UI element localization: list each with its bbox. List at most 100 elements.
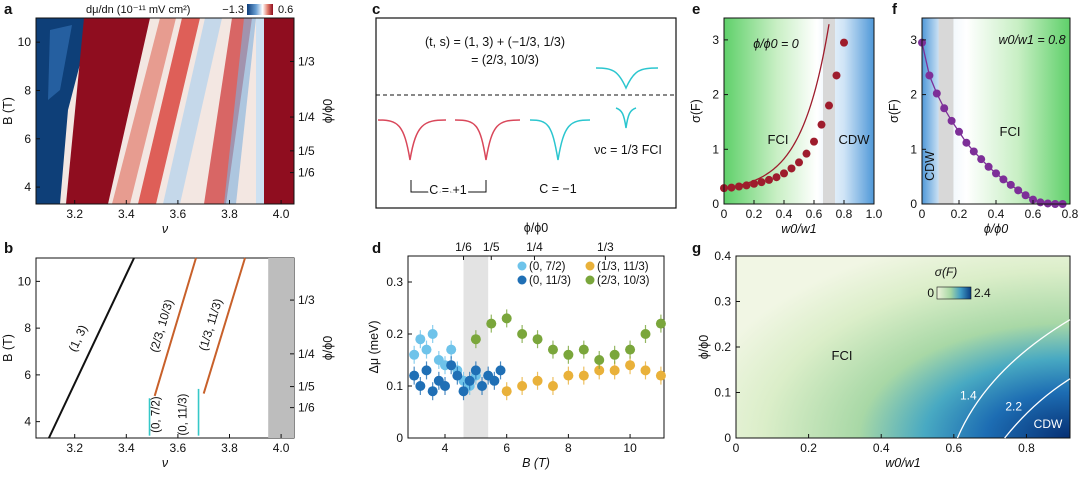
panel-b-right-tick-label: 1/6 (298, 401, 315, 415)
panel-d-point (415, 334, 426, 345)
panel-f-point (955, 127, 963, 136)
panel-g-xtick-label: 0.2 (800, 441, 817, 455)
panel-b-right-tick-label: 1/4 (298, 347, 315, 361)
panel-e-xtick-label: 0.2 (746, 207, 763, 221)
panel-e-point (817, 120, 826, 129)
panel-a-right-tick-label: 1/4 (298, 110, 315, 124)
panel-e-point (825, 101, 833, 110)
panel-d-point (594, 355, 605, 365)
panel-f-point (932, 89, 941, 98)
panel-g-colorbar-label: σ(F) (935, 265, 958, 279)
panel-f-point (1014, 186, 1023, 195)
panel-b-xtick-label: 3.6 (170, 441, 187, 455)
panel-f-point (962, 138, 971, 147)
panel-b-right-tick-label: 1/3 (298, 293, 315, 307)
panel-d-ytick-label: 0.1 (386, 379, 403, 393)
panel-b-right-tick-label: 1/5 (298, 380, 315, 394)
panel-e-region-left: FCI (768, 132, 789, 147)
panel-d-point (655, 370, 666, 381)
panel-f-plot (918, 17, 1071, 208)
panel-b-ytick-label: 8 (24, 321, 31, 335)
panel-d-legend-marker (585, 275, 595, 285)
panel-f-point (977, 155, 986, 164)
panel-g-colorbar-min: 0 (927, 286, 934, 300)
panel-d-point (470, 365, 481, 376)
equation-line-2: = (2/3, 10/3) (471, 53, 539, 67)
panel-d-legend-label: (0, 7/2) (529, 261, 566, 273)
panel-e-ytick-label: 0 (712, 197, 719, 211)
panel-d-top-label: ϕ/ϕ0 (524, 221, 548, 235)
panel-g-xtick-label: 0.4 (873, 441, 890, 455)
panel-a-axes: 3.2 3.4 3.6 3.8 4.0 4 6 8 10 ν B (T) 1/3 1/4 1/5 1/6 ϕ/… (1, 35, 335, 236)
panel-e-plot (720, 17, 875, 205)
panel-c-label: c (372, 1, 380, 18)
panel-d-ytick-label: 0.2 (386, 327, 403, 341)
panel-e-point (802, 149, 811, 158)
panel-f-point (940, 104, 949, 113)
panel-g-contour (1004, 378, 1071, 439)
panel-e-point (772, 173, 781, 182)
panel-b-bracket-label: (0, 11/3) (178, 393, 190, 435)
chern-bracket (410, 180, 487, 193)
panel-f-ytick-label: 1 (910, 142, 917, 156)
panel-d-point (655, 318, 666, 329)
panel-d-point (563, 370, 574, 381)
panel-g-ylabel: ϕ/ϕ0 (697, 335, 711, 359)
panel-f-region-right: FCI (1000, 124, 1021, 139)
panel-d-point (547, 381, 558, 391)
panel-d-point (609, 349, 620, 360)
panel-d-legend-marker (585, 261, 595, 271)
panel-b-xtick-label: 3.8 (221, 441, 238, 455)
panel-g-label: g (692, 240, 701, 257)
panel-a-xtick-label: 3.4 (118, 207, 135, 221)
panel-e-region-right: CDW (838, 132, 870, 147)
panel-d-point (427, 386, 438, 397)
panel-d-point (421, 365, 432, 376)
panel-e-point (795, 158, 803, 167)
panel-e-point (832, 71, 841, 80)
panel-f-xtick-label: 0.4 (988, 207, 1005, 221)
panel-g-xtick-label: 0.6 (945, 441, 962, 455)
panel-f-point (1036, 198, 1045, 207)
panel-a-xtick-label: 3.2 (66, 207, 83, 221)
panel-e-label: e (692, 1, 700, 18)
panel-a-ytick-label: 8 (24, 83, 31, 97)
panel-e-ytick-label: 1 (712, 142, 719, 156)
panel-c: c (t, s) = (1, 3) + (−1/3, 1/3) = (2/3, … (372, 1, 677, 209)
panel-f-ytick-label: 0 (910, 197, 917, 211)
panel-a-ytick-label: 4 (24, 180, 31, 194)
panel-e-point (757, 178, 766, 187)
panel-e-xtick-label: 0.6 (806, 207, 823, 221)
panel-f-xtick-label: 0.8 (1062, 207, 1079, 221)
panel-d-point (409, 370, 420, 381)
panel-e-background (724, 18, 874, 204)
panel-d-axes: 4 6 8 10 0 0.1 0.2 0.3 B (T) Δμ (meV) 1/6 1/5 1/4 1/3… (367, 221, 637, 470)
panel-d-point (427, 329, 438, 339)
panel-d-frame (407, 255, 665, 439)
panel-g-contour-label: 2.2 (1005, 400, 1022, 414)
panel-a-xtick-label: 3.8 (221, 207, 238, 221)
panel-b-xtick-label: 3.4 (118, 441, 135, 455)
panel-d-point (547, 344, 558, 355)
panel-g-colorbar-max: 2.4 (974, 286, 991, 300)
panel-e-point (787, 164, 796, 173)
panel-e-axes: 0 0.2 0.4 0.6 0.8 1.0 0 1 2 3 w0/w1 σ(F) ϕ/ϕ0 = 0 FCI… (689, 33, 883, 236)
panel-d-point (458, 386, 469, 397)
panel-g-heatmap (736, 256, 1070, 438)
panel-d: d 4 6 8 10 0 0.1 0.2 0.3 B (T) Δμ (meV) 1/6 1/5 1/4 1… (367, 221, 666, 470)
panel-a-label: a (4, 1, 13, 18)
panel-d-point (625, 360, 636, 371)
panel-e-point (780, 169, 788, 178)
panel-g-ytick-label: 0.1 (714, 386, 731, 400)
panel-a-ytick-label: 6 (24, 132, 31, 146)
panel-f-point (925, 71, 934, 80)
panel-b: b (1, 3) (2/3, 10/3) (1/3, 11/3)(0, 7/2) (0… (1, 240, 335, 470)
panel-f-label: f (892, 1, 898, 18)
panel-g-axes: 0 0.2 0.4 0.6 0.800.10.20.30.4w0/w1ϕ/ϕ0 (697, 249, 1035, 470)
panel-f-region-left: CDW (923, 151, 937, 181)
panel-e-xtick-label: 0.8 (836, 207, 853, 221)
panel-d-point (489, 375, 500, 386)
panel-g-plot: 1.4 2.2 (956, 319, 1071, 439)
panel-a-xtick-label: 3.6 (170, 207, 187, 221)
panel-d-ytick-label: 0.3 (386, 275, 403, 289)
